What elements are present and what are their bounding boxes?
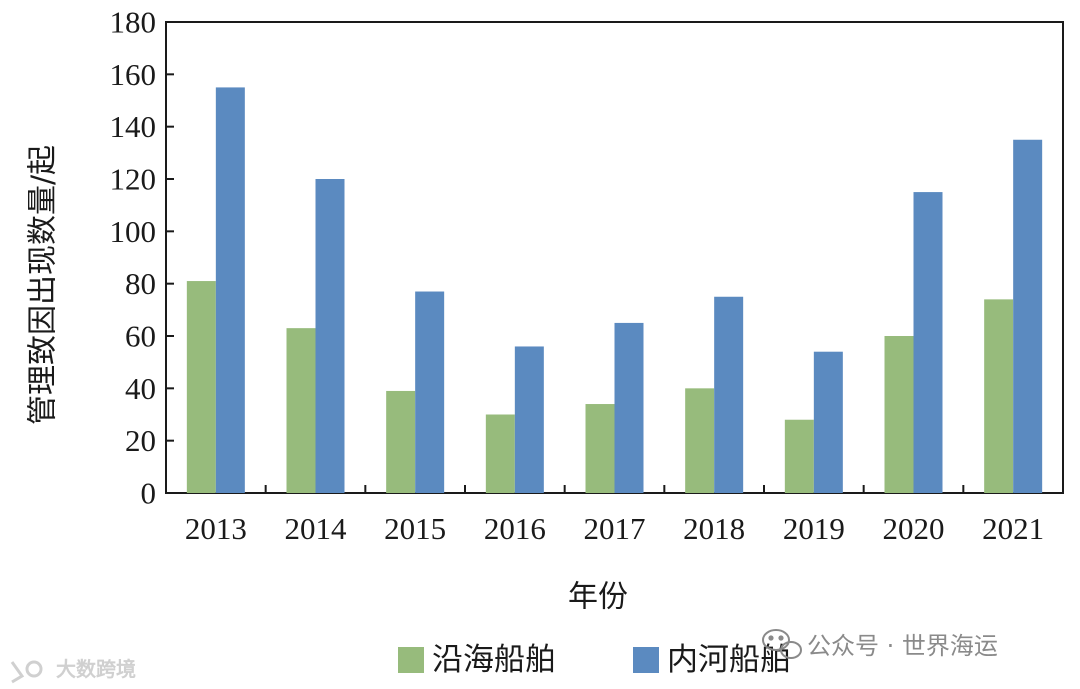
bar-coastal-2013 xyxy=(186,281,216,493)
x-tick-label: 2015 xyxy=(384,511,446,546)
legend-swatch-coastal xyxy=(398,647,424,673)
y-tick-label: 80 xyxy=(125,266,156,301)
y-tick-label: 160 xyxy=(110,57,157,92)
y-tick-label: 40 xyxy=(125,371,156,406)
bar-inland-2017 xyxy=(614,322,644,493)
wechat-icon xyxy=(762,629,802,659)
bar-inland-2016 xyxy=(514,346,544,493)
y-tick-label: 140 xyxy=(110,109,157,144)
bar-coastal-2014 xyxy=(286,328,316,493)
bar-coastal-2018 xyxy=(685,388,715,493)
bar-inland-2021 xyxy=(1013,139,1043,493)
bar-inland-2015 xyxy=(415,291,445,493)
watermark-right: 公众号 · 世界海运 xyxy=(762,629,998,660)
y-tick-label: 100 xyxy=(110,214,157,249)
x-tick-label: 2014 xyxy=(285,511,348,546)
bar-inland-2018 xyxy=(714,296,744,493)
bar-coastal-2016 xyxy=(485,414,515,493)
brand-logo-icon xyxy=(10,660,43,684)
x-tick-label: 2019 xyxy=(783,511,845,546)
bar-coastal-2020 xyxy=(884,336,914,493)
legend-label-coastal: 沿海船舶 xyxy=(432,642,556,678)
x-tick-label: 2017 xyxy=(584,511,646,546)
watermark-left: 大数跨境 xyxy=(10,657,136,684)
x-tick-label: 2018 xyxy=(683,511,745,546)
bar-coastal-2015 xyxy=(386,390,416,493)
legend-swatch-inland xyxy=(633,647,659,673)
x-tick-label: 2020 xyxy=(883,511,945,546)
bar-inland-2020 xyxy=(913,192,943,494)
y-tick-label: 60 xyxy=(125,319,156,354)
y-axis-title: 管理致因出现数量/起 xyxy=(26,145,61,425)
watermark-left-text: 大数跨境 xyxy=(56,657,136,681)
watermark-right-text: 公众号 · 世界海运 xyxy=(807,632,998,660)
x-axis-ticks: 2013 2014 2015 2016 2017 2018 2019 2020 2021 xyxy=(185,485,1044,546)
bar-coastal-2017 xyxy=(585,404,615,493)
y-tick-label: 20 xyxy=(125,423,156,458)
bars xyxy=(186,87,1043,494)
x-tick-label: 2021 xyxy=(982,511,1044,546)
x-tick-label: 2013 xyxy=(185,511,247,546)
x-axis-title: 年份 xyxy=(568,580,628,615)
x-tick-label: 2016 xyxy=(484,511,546,546)
bar-inland-2019 xyxy=(813,351,843,493)
bar-coastal-2019 xyxy=(784,419,814,493)
y-tick-label: 120 xyxy=(110,162,157,197)
bar-coastal-2021 xyxy=(984,299,1014,493)
legend: 沿海船舶 内河船舶 xyxy=(398,642,791,678)
y-tick-label: 180 xyxy=(110,5,157,40)
y-axis-ticks: 0 20 40 60 80 100 120 140 160 180 xyxy=(110,5,174,511)
bar-inland-2014 xyxy=(315,179,345,493)
bar-inland-2013 xyxy=(215,87,245,494)
legend-label-inland: 内河船舶 xyxy=(667,642,791,678)
y-tick-label: 0 xyxy=(141,476,157,511)
